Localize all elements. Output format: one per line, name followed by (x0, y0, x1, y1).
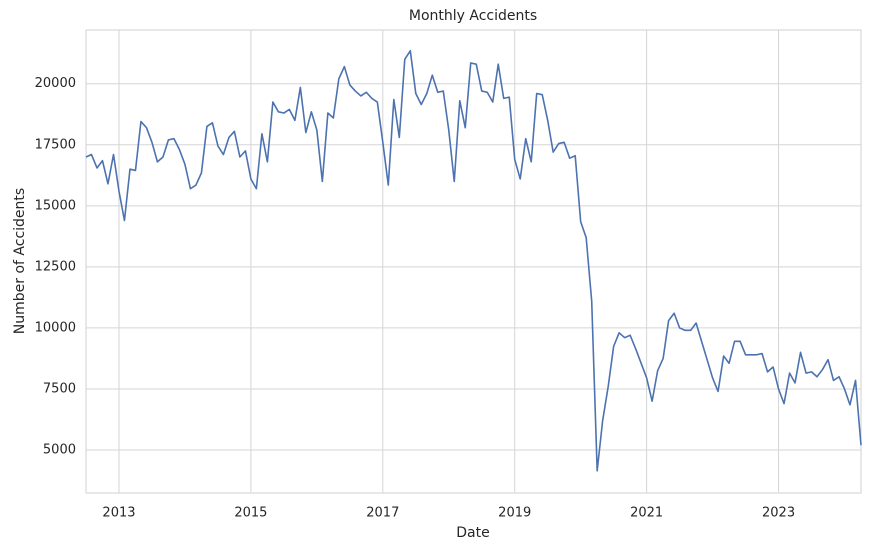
y-tick-label: 15000 (35, 198, 76, 213)
chart-title: Monthly Accidents (409, 8, 537, 24)
y-tick-label: 5000 (43, 443, 76, 458)
x-tick-label: 2017 (366, 506, 399, 521)
y-tick-label: 10000 (35, 320, 76, 335)
x-tick-label: 2021 (630, 506, 663, 521)
x-tick-label: 2023 (762, 506, 795, 521)
y-tick-label: 7500 (43, 381, 76, 396)
plot-area (85, 29, 862, 494)
x-tick-label: 2013 (102, 506, 135, 521)
x-tick-label: 2015 (234, 506, 267, 521)
y-tick-label: 17500 (35, 137, 76, 152)
y-tick-label: 12500 (35, 259, 76, 274)
x-tick-label: 2019 (498, 506, 531, 521)
x-axis-label: Date (456, 525, 489, 541)
y-tick-label: 20000 (35, 76, 76, 91)
y-axis-label: Number of Accidents (12, 188, 28, 334)
line (85, 49, 862, 472)
